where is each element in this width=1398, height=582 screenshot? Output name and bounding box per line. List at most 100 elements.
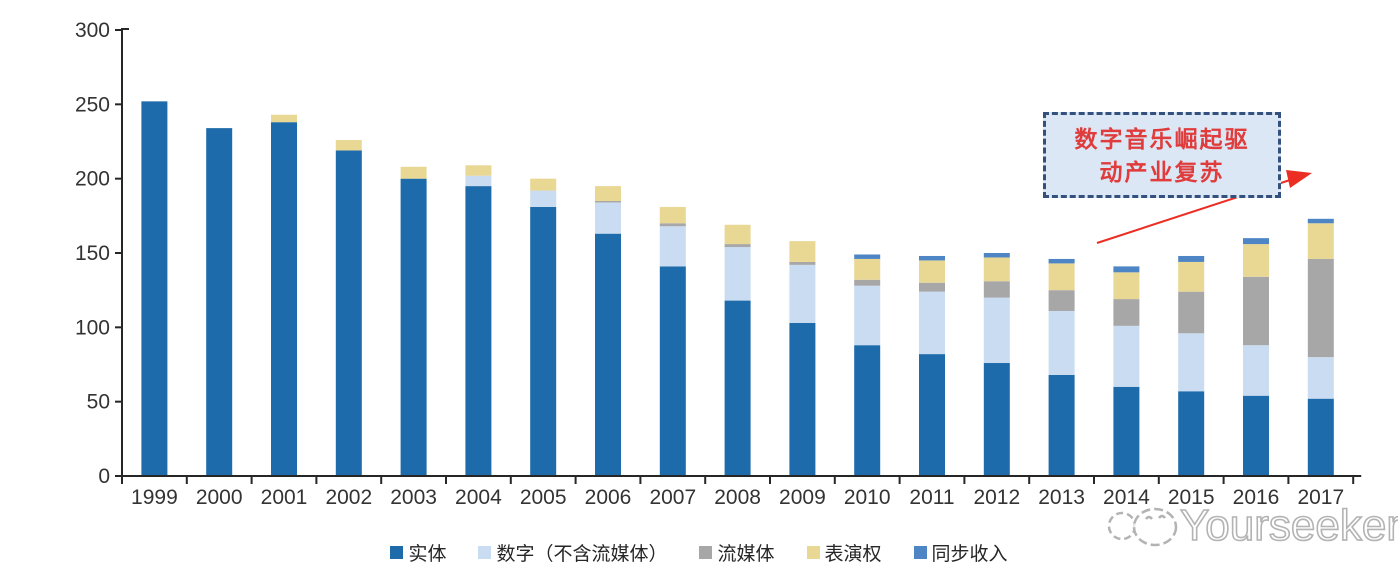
- bar-segment: [335, 140, 362, 151]
- bar-segment: [659, 223, 686, 227]
- bar-segment: [1243, 395, 1269, 476]
- bar-segment: [1113, 272, 1140, 300]
- x-tick-label: 2006: [585, 486, 632, 509]
- bar-segment: [919, 354, 945, 476]
- bar-segment: [1048, 263, 1075, 291]
- bar-segment: [1243, 345, 1269, 396]
- legend-item: 同步收入: [913, 539, 1008, 566]
- x-tick-label: 2005: [520, 486, 567, 509]
- bar-segment: [1113, 386, 1140, 476]
- bar-segment: [1307, 258, 1334, 358]
- legend-label: 数字（不含流媒体）: [496, 543, 668, 565]
- bar-segment: [919, 282, 945, 292]
- bar-segment: [919, 255, 945, 261]
- bar-segment: [1243, 276, 1269, 346]
- x-tick-label: 2000: [196, 486, 243, 509]
- bar-segment: [271, 122, 297, 476]
- bar-segment: [1178, 255, 1205, 262]
- x-tick-label: 2002: [325, 486, 372, 509]
- x-tick-label: 2017: [1297, 486, 1344, 509]
- bar-segment: [1113, 266, 1140, 273]
- bar-segment: [1307, 357, 1334, 399]
- x-tick-label: 2003: [390, 486, 437, 509]
- bar-segment: [1048, 290, 1075, 311]
- annotation-arrowhead: [1286, 170, 1312, 188]
- x-tick-label: 2010: [844, 486, 891, 509]
- y-tick-label: 150: [75, 242, 110, 265]
- bar-segment: [400, 166, 427, 179]
- bar-segment: [595, 202, 621, 234]
- watermark-logo-eye-icon: [1145, 515, 1153, 520]
- bar-segment: [724, 247, 751, 301]
- bar-segment: [983, 281, 1010, 298]
- bar-segment: [1113, 299, 1140, 326]
- x-tick-label: 2014: [1103, 486, 1150, 509]
- bar-segment: [789, 261, 816, 265]
- legend-swatch-icon: [913, 545, 927, 559]
- x-tick-label: 2007: [649, 486, 696, 509]
- x-tick-label: 2012: [973, 486, 1020, 509]
- bar-segment: [1113, 325, 1140, 387]
- bar-segment: [1178, 291, 1205, 334]
- bar-segment: [400, 178, 427, 476]
- bar-segment: [465, 175, 492, 187]
- bar-segment: [465, 186, 492, 476]
- y-tick-label: 0: [98, 465, 110, 488]
- chart-legend: 实体 数字（不含流媒体） 流媒体 表演权 同步收入: [0, 537, 1398, 567]
- bar-segment: [530, 178, 557, 191]
- bar-segment: [530, 190, 557, 207]
- bar-segment: [465, 165, 492, 176]
- bar-segment: [919, 291, 945, 355]
- bar-segment: [983, 257, 1010, 282]
- bar-segment: [789, 322, 816, 476]
- watermark-logo-eye-icon: [1158, 514, 1166, 519]
- legend-label: 同步收入: [931, 543, 1008, 565]
- annotation-line-1: 数字音乐崛起驱: [1074, 126, 1250, 152]
- bar-segment: [659, 266, 686, 476]
- bar-segment: [724, 244, 751, 248]
- bar-segment: [271, 114, 297, 123]
- bar-segment: [1048, 374, 1075, 476]
- x-tick-label: 2011: [909, 486, 954, 509]
- annotation-callout: 数字音乐崛起驱 动产业复苏: [1043, 112, 1281, 198]
- bar-segment: [983, 253, 1010, 258]
- watermark-text: Yourseeker: [1180, 501, 1398, 550]
- bar-segment: [1048, 258, 1075, 264]
- bar-segment: [1307, 398, 1334, 476]
- bar-segment: [1178, 391, 1205, 476]
- x-tick-label: 2009: [779, 486, 826, 509]
- legend-item: 表演权: [806, 539, 882, 566]
- x-tick-label: 2016: [1233, 486, 1280, 509]
- x-tick-label: 2004: [455, 486, 502, 509]
- bar-segment: [335, 150, 362, 477]
- x-tick-label: 2015: [1168, 486, 1215, 509]
- bar-segment: [659, 226, 686, 267]
- bar-segment: [854, 254, 881, 259]
- x-tick-label: 1999: [131, 486, 178, 509]
- bar-segment: [1178, 261, 1205, 292]
- bar-segment: [854, 285, 881, 346]
- legend-swatch-icon: [390, 545, 404, 559]
- x-tick-label: 2001: [261, 486, 308, 509]
- bar-segment: [530, 206, 557, 476]
- y-tick-label: 100: [75, 316, 110, 339]
- bar-segment: [595, 233, 621, 476]
- bar-segment: [1178, 333, 1205, 392]
- legend-label: 实体: [408, 543, 447, 565]
- bar-segment: [983, 297, 1010, 364]
- annotation-line-2: 动产业复苏: [1099, 159, 1225, 185]
- x-tick-label: 2013: [1038, 486, 1085, 509]
- bar-segment: [141, 101, 168, 477]
- legend-swatch-icon: [806, 545, 820, 559]
- y-tick-label: 200: [75, 168, 110, 191]
- bar-segment: [1307, 223, 1334, 259]
- bar-segment: [854, 279, 881, 286]
- legend-label: 表演权: [824, 543, 882, 565]
- legend-item: 数字（不含流媒体）: [478, 539, 667, 566]
- y-tick-label: 250: [75, 93, 110, 116]
- legend-item: 实体: [390, 539, 446, 566]
- x-tick-label: 2008: [714, 486, 761, 509]
- legend-swatch-icon: [699, 545, 713, 559]
- bar-segment: [854, 258, 881, 280]
